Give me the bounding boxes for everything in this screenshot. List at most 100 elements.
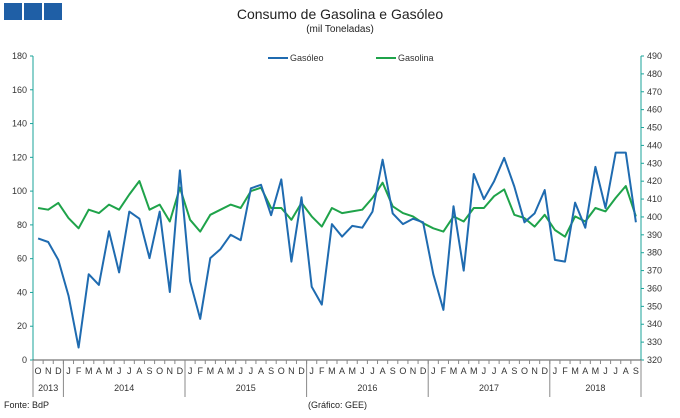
header-square-1 bbox=[4, 3, 22, 20]
year-label: 2018 bbox=[585, 383, 605, 393]
month-label: D bbox=[55, 366, 62, 376]
month-label: A bbox=[96, 366, 102, 376]
month-label: J bbox=[431, 366, 436, 376]
right-tick-label: 370 bbox=[647, 266, 662, 276]
right-tick-label: 490 bbox=[647, 51, 662, 61]
month-label: J bbox=[603, 366, 608, 376]
series-line-gasoleo bbox=[37, 151, 637, 349]
month-label: J bbox=[66, 366, 71, 376]
header-square-2 bbox=[24, 3, 42, 20]
month-label: J bbox=[309, 366, 314, 376]
year-label: 2017 bbox=[479, 383, 499, 393]
left-tick-label: 80 bbox=[17, 220, 27, 230]
right-tick-label: 350 bbox=[647, 301, 662, 311]
year-label: 2013 bbox=[38, 383, 58, 393]
month-label: N bbox=[531, 366, 538, 376]
month-label: M bbox=[207, 366, 215, 376]
month-label: J bbox=[188, 366, 193, 376]
month-label: F bbox=[441, 366, 447, 376]
month-label: J bbox=[360, 366, 365, 376]
right-tick-label: 420 bbox=[647, 176, 662, 186]
month-label: J bbox=[613, 366, 618, 376]
month-label: M bbox=[227, 366, 235, 376]
left-tick-label: 100 bbox=[12, 186, 27, 196]
month-label: D bbox=[420, 366, 427, 376]
month-label: J bbox=[370, 366, 375, 376]
month-label: F bbox=[76, 366, 82, 376]
year-label: 2014 bbox=[114, 383, 134, 393]
month-label: A bbox=[501, 366, 507, 376]
month-label: D bbox=[298, 366, 305, 376]
left-tick-label: 160 bbox=[12, 85, 27, 95]
month-label: O bbox=[278, 366, 285, 376]
month-label: J bbox=[482, 366, 487, 376]
left-tick-label: 20 bbox=[17, 321, 27, 331]
month-label: A bbox=[136, 366, 142, 376]
right-tick-label: 460 bbox=[647, 105, 662, 115]
month-label: O bbox=[399, 366, 406, 376]
header-square-3 bbox=[44, 3, 62, 20]
year-label: 2015 bbox=[236, 383, 256, 393]
month-label: A bbox=[380, 366, 386, 376]
right-tick-label: 320 bbox=[647, 355, 662, 365]
right-tick-label: 450 bbox=[647, 123, 662, 133]
month-label: J bbox=[238, 366, 243, 376]
left-tick-label: 40 bbox=[17, 287, 27, 297]
left-tick-label: 140 bbox=[12, 119, 27, 129]
month-label: S bbox=[268, 366, 274, 376]
month-label: N bbox=[45, 366, 52, 376]
right-tick-label: 470 bbox=[647, 87, 662, 97]
right-tick-label: 330 bbox=[647, 337, 662, 347]
month-label: M bbox=[85, 366, 93, 376]
right-tick-label: 480 bbox=[647, 69, 662, 79]
month-label: F bbox=[197, 366, 203, 376]
month-label: N bbox=[410, 366, 417, 376]
month-label: O bbox=[521, 366, 528, 376]
month-label: M bbox=[348, 366, 356, 376]
chart-subtitle: (mil Toneladas) bbox=[306, 24, 374, 35]
right-tick-label: 400 bbox=[647, 212, 662, 222]
month-label: S bbox=[147, 366, 153, 376]
series-line-gasolina bbox=[37, 180, 637, 238]
right-tick-label: 340 bbox=[647, 319, 662, 329]
month-label: J bbox=[553, 366, 558, 376]
month-label: N bbox=[167, 366, 174, 376]
month-label: A bbox=[461, 366, 467, 376]
month-label: M bbox=[328, 366, 336, 376]
month-label: M bbox=[592, 366, 600, 376]
month-label: O bbox=[156, 366, 163, 376]
month-label: A bbox=[258, 366, 264, 376]
source-note: Fonte: BdP bbox=[4, 400, 50, 410]
month-label: S bbox=[511, 366, 517, 376]
month-label: O bbox=[35, 366, 42, 376]
year-label: 2016 bbox=[357, 383, 377, 393]
left-tick-label: 60 bbox=[17, 254, 27, 264]
legend-label: Gasolina bbox=[398, 53, 434, 63]
month-label: J bbox=[117, 366, 122, 376]
month-label: J bbox=[127, 366, 132, 376]
month-label: M bbox=[105, 366, 113, 376]
right-tick-label: 410 bbox=[647, 194, 662, 204]
month-label: J bbox=[492, 366, 497, 376]
credit-note: (Gráfico: GEE) bbox=[308, 400, 368, 410]
month-label: A bbox=[582, 366, 588, 376]
right-tick-label: 430 bbox=[647, 158, 662, 168]
left-tick-label: 120 bbox=[12, 152, 27, 162]
chart-title: Consumo de Gasolina e Gasóleo bbox=[236, 6, 444, 22]
month-label: A bbox=[623, 366, 629, 376]
month-label: S bbox=[633, 366, 639, 376]
month-label: S bbox=[390, 366, 396, 376]
right-tick-label: 380 bbox=[647, 248, 662, 258]
month-label: F bbox=[562, 366, 568, 376]
legend-label: Gasóleo bbox=[290, 53, 324, 63]
left-tick-label: 180 bbox=[12, 51, 27, 61]
right-tick-label: 360 bbox=[647, 283, 662, 293]
left-tick-label: 0 bbox=[22, 355, 27, 365]
month-label: M bbox=[571, 366, 579, 376]
month-label: N bbox=[288, 366, 295, 376]
month-label: M bbox=[470, 366, 478, 376]
month-label: M bbox=[450, 366, 458, 376]
month-label: F bbox=[319, 366, 325, 376]
month-label: D bbox=[541, 366, 548, 376]
